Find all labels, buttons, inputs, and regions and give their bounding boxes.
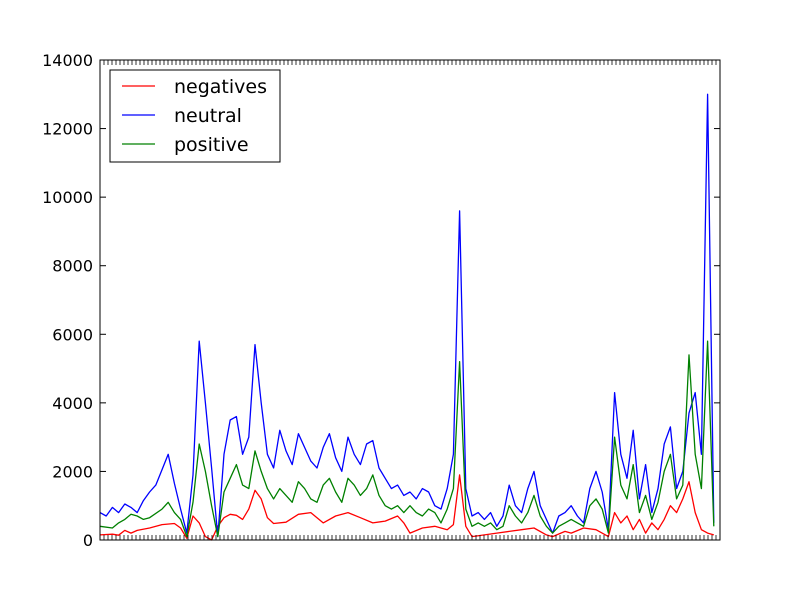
plot-frame	[99, 59, 721, 541]
series-line-neutral	[99, 93, 715, 538]
y-axis-ticks: 0 2000 4000 6000 8000 10000 12000 14000	[42, 51, 720, 550]
legend-label-neutral: neutral	[174, 105, 242, 127]
y-tick-label: 0	[83, 531, 93, 550]
legend: negatives neutral positive	[109, 69, 281, 163]
y-tick-label: 6000	[52, 325, 93, 344]
legend-label-negatives: negatives	[174, 76, 267, 98]
x-axis-ticks	[99, 60, 721, 540]
series-layer	[99, 93, 715, 541]
series-line-negatives	[99, 474, 714, 541]
y-tick-label: 10000	[42, 188, 93, 207]
y-tick-label: 8000	[52, 257, 93, 276]
y-tick-label: 4000	[52, 394, 93, 413]
y-tick-label: 12000	[42, 120, 93, 139]
series-line-positive	[99, 340, 715, 538]
y-tick-label: 2000	[52, 462, 93, 481]
legend-label-positive: positive	[174, 134, 249, 156]
y-tick-label: 14000	[42, 51, 93, 70]
legend-box	[109, 69, 281, 163]
